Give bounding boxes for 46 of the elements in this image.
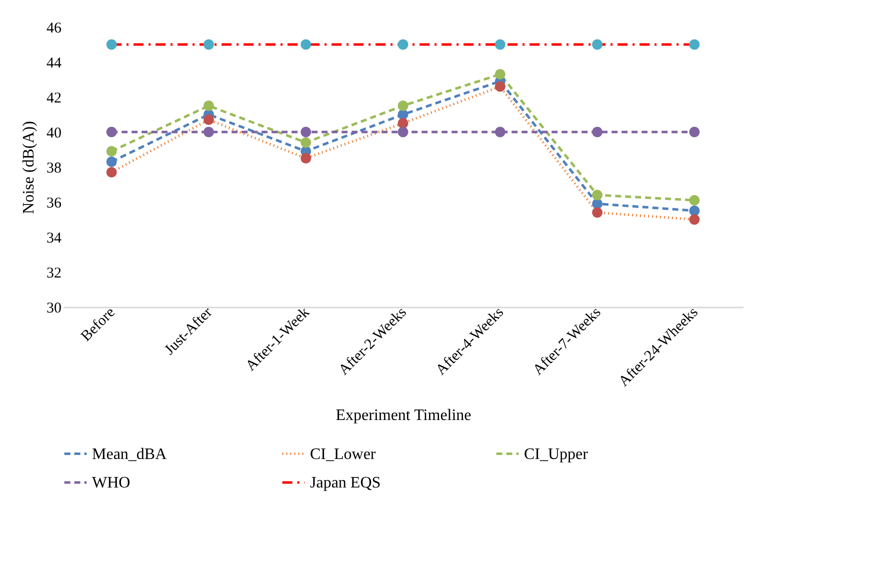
legend-label: WHO <box>92 474 130 492</box>
point <box>300 39 312 50</box>
legend-label: Mean_dBA <box>92 446 168 463</box>
point <box>203 126 214 138</box>
point <box>494 81 506 92</box>
point <box>398 100 408 111</box>
y-tick-label: 44 <box>46 56 62 72</box>
y-tick-label: 42 <box>46 90 62 106</box>
point <box>300 126 312 138</box>
point <box>203 39 214 50</box>
point <box>592 190 603 200</box>
legend-label: CI_Lower <box>310 446 376 463</box>
point <box>203 114 214 125</box>
y-tick-label: 30 <box>46 300 62 316</box>
legend-label: Japan EQS <box>310 474 381 492</box>
point <box>689 195 700 206</box>
y-tick-label: 36 <box>46 196 62 212</box>
point <box>689 214 700 225</box>
point <box>689 39 700 50</box>
point <box>106 167 117 178</box>
point <box>494 126 506 138</box>
point <box>592 207 603 218</box>
point <box>592 39 603 50</box>
point <box>203 100 214 111</box>
point <box>689 206 700 216</box>
y-tick-label: 34 <box>46 230 62 246</box>
x-axis-title: Experiment Timeline <box>336 407 472 424</box>
y-tick-label: 40 <box>46 126 62 142</box>
point <box>398 39 408 50</box>
point <box>689 126 700 138</box>
point <box>398 118 408 128</box>
y-tick-label: 46 <box>46 20 62 36</box>
y-tick-label: 38 <box>46 160 62 176</box>
y-axis-title: Noise (dB(A)) <box>20 121 38 214</box>
point <box>106 126 117 138</box>
point <box>494 39 506 50</box>
point <box>398 126 408 138</box>
legend-label: CI_Upper <box>524 446 589 463</box>
y-tick-label: 32 <box>46 266 62 282</box>
point <box>300 153 312 164</box>
point <box>592 126 603 138</box>
point <box>106 39 117 50</box>
point <box>494 69 506 80</box>
point <box>106 156 117 167</box>
point <box>300 137 312 148</box>
point <box>106 146 117 156</box>
